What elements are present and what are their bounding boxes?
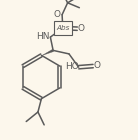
Text: Abs: Abs <box>56 25 69 31</box>
FancyBboxPatch shape <box>54 21 72 35</box>
Polygon shape <box>42 49 54 56</box>
Text: HN: HN <box>36 32 50 41</box>
Text: O: O <box>77 24 84 33</box>
Text: O: O <box>93 61 100 70</box>
Text: HO: HO <box>65 62 79 71</box>
Text: O: O <box>53 10 60 18</box>
